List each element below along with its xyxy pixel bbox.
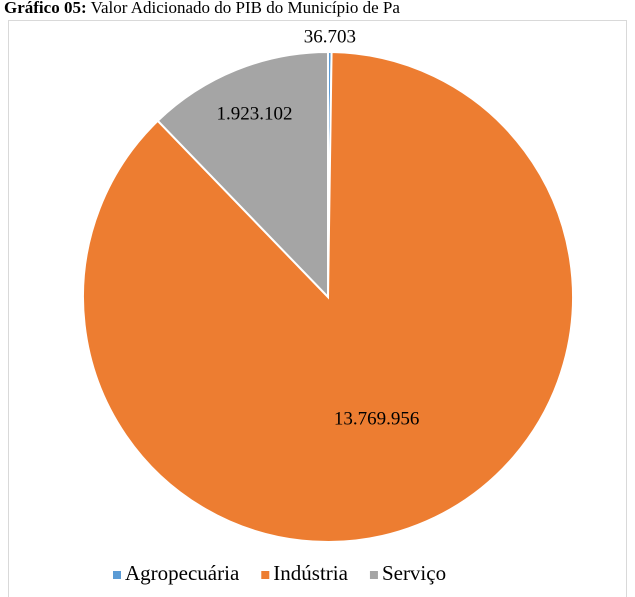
data-label: 13.769.956 — [334, 408, 420, 429]
pie-slice — [156, 50, 329, 300]
chart-title: Gráfico 05: Valor Adicionado do PIB do Mu… — [4, 0, 400, 17]
legend-marker — [113, 571, 121, 579]
legend-marker — [261, 571, 270, 579]
data-label: 1.923.102 — [217, 104, 293, 125]
legend-label: Serviço — [382, 561, 446, 585]
legend-marker — [369, 571, 378, 579]
data-label: 36.703 — [304, 26, 356, 47]
title-text: Valor Adicionado do PIB do Município de … — [91, 0, 401, 17]
title-label: Gráfico 05: — [4, 0, 87, 17]
legend-label: Indústria — [273, 561, 348, 585]
legend-label: Agropecuária — [125, 561, 240, 585]
